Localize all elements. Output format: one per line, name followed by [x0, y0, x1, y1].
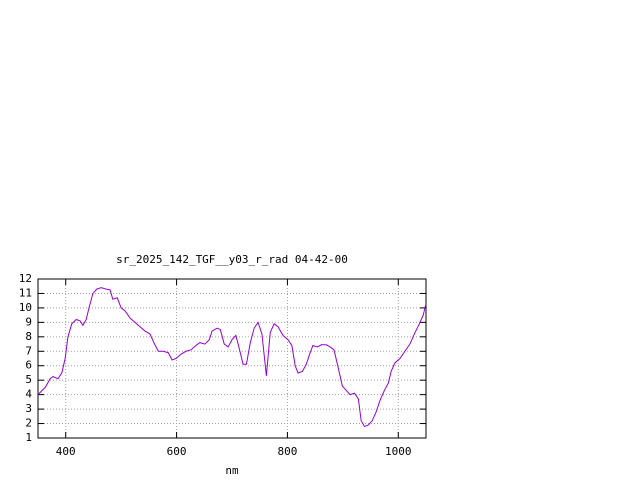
y-tick-label: 7 — [25, 344, 32, 357]
x-tick-label: 600 — [167, 445, 187, 458]
chart-title: sr_2025_142_TGF__y03_r_rad 04-42-00 — [116, 253, 348, 266]
y-tick-label: 6 — [25, 359, 32, 372]
x-tick-label: 1000 — [385, 445, 412, 458]
y-tick-label: 3 — [25, 402, 32, 415]
y-tick-label: 8 — [25, 330, 32, 343]
y-tick-label: 10 — [19, 301, 32, 314]
x-axis-label: nm — [225, 464, 239, 477]
y-tick-label: 5 — [25, 373, 32, 386]
y-tick-label: 1 — [25, 431, 32, 444]
y-tick-label: 4 — [25, 388, 32, 401]
x-tick-label: 800 — [277, 445, 297, 458]
y-tick-label: 11 — [19, 286, 32, 299]
y-tick-label: 12 — [19, 272, 32, 285]
data-line — [37, 287, 427, 428]
x-tick-label: 400 — [56, 445, 76, 458]
y-tick-label: 9 — [25, 315, 32, 328]
plot-border — [37, 278, 427, 439]
y-tick-label: 2 — [25, 417, 32, 430]
